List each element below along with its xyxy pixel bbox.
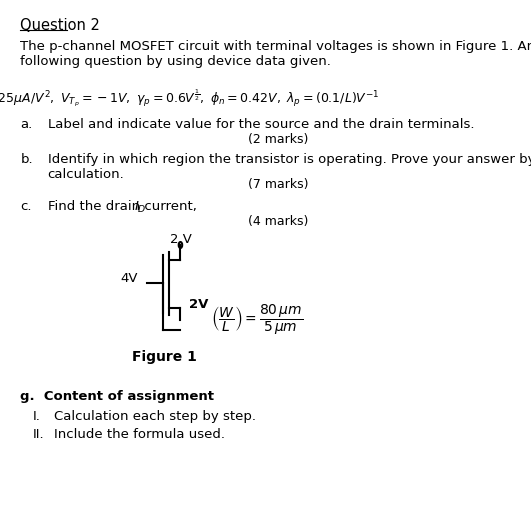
Text: Figure 1: Figure 1 <box>132 350 196 364</box>
Text: (7 marks): (7 marks) <box>248 178 309 191</box>
Text: Label and indicate value for the source and the drain terminals.: Label and indicate value for the source … <box>48 118 474 131</box>
Text: a.: a. <box>20 118 32 131</box>
Text: c.: c. <box>20 200 32 213</box>
Text: $\mu_p C_{ox} = 25\mu A/V^2$$,\ V_{T_p} = -1V,\ \gamma_p = 0.6V^{\frac{1}{2}}$$,: $\mu_p C_{ox} = 25\mu A/V^2$$,\ V_{T_p} … <box>0 88 379 109</box>
Text: The p-channel MOSFET circuit with terminal voltages is shown in Figure 1. Answer: The p-channel MOSFET circuit with termin… <box>20 40 531 68</box>
Text: Question 2: Question 2 <box>20 18 100 33</box>
Text: Find the drain current,: Find the drain current, <box>48 200 201 213</box>
Text: I.: I. <box>33 410 41 423</box>
Text: (2 marks): (2 marks) <box>248 133 309 146</box>
Text: g.  Content of assignment: g. Content of assignment <box>20 390 215 403</box>
Text: b.: b. <box>20 153 33 166</box>
Text: Calculation each step by step.: Calculation each step by step. <box>54 410 255 423</box>
Text: (4 marks): (4 marks) <box>248 215 309 228</box>
Text: II.: II. <box>33 428 45 441</box>
Text: $\left(\dfrac{W}{L}\right) = \dfrac{80\,\mu m}{5\,\mu m}$: $\left(\dfrac{W}{L}\right) = \dfrac{80\,… <box>211 303 303 337</box>
Text: Identify in which region the transistor is operating. Prove your answer by showi: Identify in which region the transistor … <box>48 153 531 181</box>
Text: $I_D$.: $I_D$. <box>134 200 150 215</box>
Text: 2 V: 2 V <box>169 233 191 246</box>
Text: Include the formula used.: Include the formula used. <box>54 428 225 441</box>
Text: 2V: 2V <box>189 297 209 311</box>
Text: 4V: 4V <box>121 272 138 286</box>
